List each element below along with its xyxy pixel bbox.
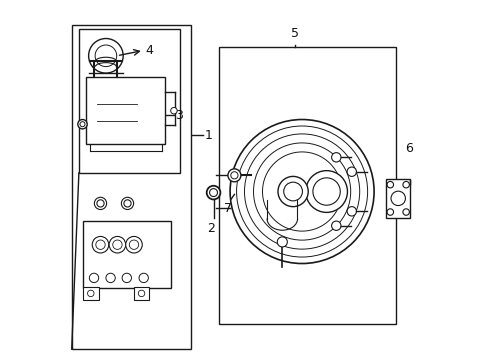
Circle shape [346, 167, 356, 176]
Circle shape [230, 120, 373, 264]
Bar [83, 221, 171, 288]
Bar [82, 287, 99, 300]
Circle shape [125, 237, 142, 253]
Text: 6: 6 [405, 142, 412, 155]
Circle shape [88, 39, 123, 73]
Text: 7: 7 [224, 202, 232, 215]
Circle shape [89, 273, 99, 283]
Text: 4: 4 [145, 44, 153, 57]
Circle shape [277, 237, 287, 247]
Circle shape [170, 108, 177, 114]
Circle shape [227, 169, 241, 182]
Text: 1: 1 [204, 129, 212, 141]
Circle shape [139, 273, 148, 283]
Circle shape [346, 207, 356, 216]
Circle shape [331, 153, 340, 162]
Bar [72, 25, 190, 349]
Circle shape [109, 237, 125, 253]
Circle shape [206, 186, 220, 199]
Bar [385, 179, 409, 218]
Circle shape [78, 120, 87, 129]
Circle shape [305, 171, 347, 212]
Bar [86, 77, 165, 144]
Circle shape [122, 273, 131, 283]
Bar [219, 47, 395, 324]
Text: 5: 5 [290, 27, 298, 40]
Circle shape [277, 176, 307, 207]
Circle shape [92, 237, 108, 253]
Text: 3: 3 [175, 109, 183, 122]
Text: 2: 2 [207, 222, 215, 235]
Circle shape [331, 221, 340, 230]
Bar [133, 287, 149, 300]
Bar [79, 29, 179, 173]
Circle shape [106, 273, 115, 283]
